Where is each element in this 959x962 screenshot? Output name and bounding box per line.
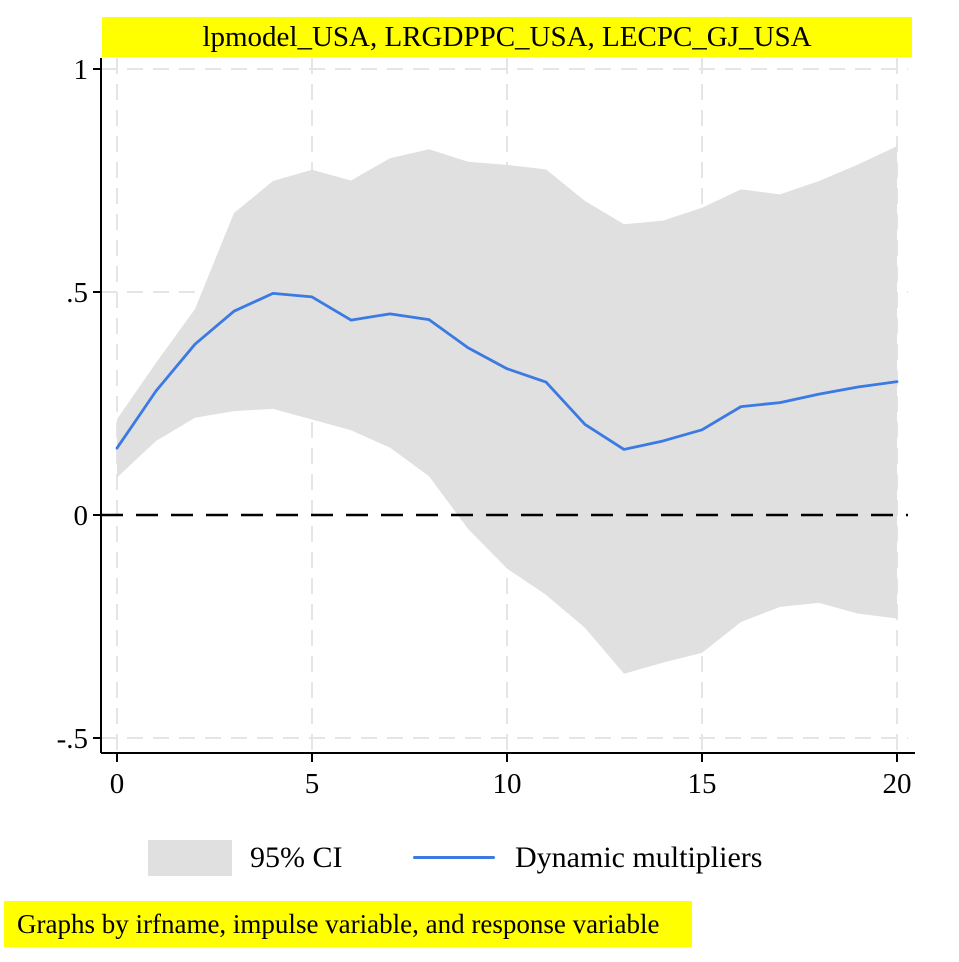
legend: 95% CI Dynamic multipliers	[0, 830, 959, 890]
x-tick-label: 15	[688, 768, 717, 800]
y-tick-label: -.5	[57, 723, 88, 755]
y-tick-label: 1	[74, 54, 89, 86]
footer-note-bar: Graphs by irfname, impulse variable, and…	[4, 901, 692, 947]
legend-ci-label: 95% CI	[250, 841, 343, 874]
x-tick-label: 10	[493, 768, 522, 800]
x-tick-label: 5	[305, 768, 320, 800]
x-tick-label: 20	[883, 768, 912, 800]
chart-title: lpmodel_USA, LRGDPPC_USA, LECPC_GJ_USA	[202, 20, 812, 53]
legend-multiplier-label: Dynamic multipliers	[515, 841, 763, 874]
footer-note: Graphs by irfname, impulse variable, and…	[17, 908, 660, 939]
legend-multiplier-line-swatch	[413, 856, 495, 859]
y-tick-label: 0	[74, 500, 89, 532]
chart-title-bar: lpmodel_USA, LRGDPPC_USA, LECPC_GJ_USA	[102, 17, 912, 57]
y-tick-label: .5	[66, 277, 88, 309]
ci-band	[117, 146, 897, 674]
x-tick-label: 0	[110, 768, 125, 800]
multiplier-line	[115, 291, 899, 451]
legend-ci-band-swatch	[148, 840, 232, 876]
plot-area: 1 .5 0 -.5 0 5 10 15 20	[57, 54, 915, 800]
